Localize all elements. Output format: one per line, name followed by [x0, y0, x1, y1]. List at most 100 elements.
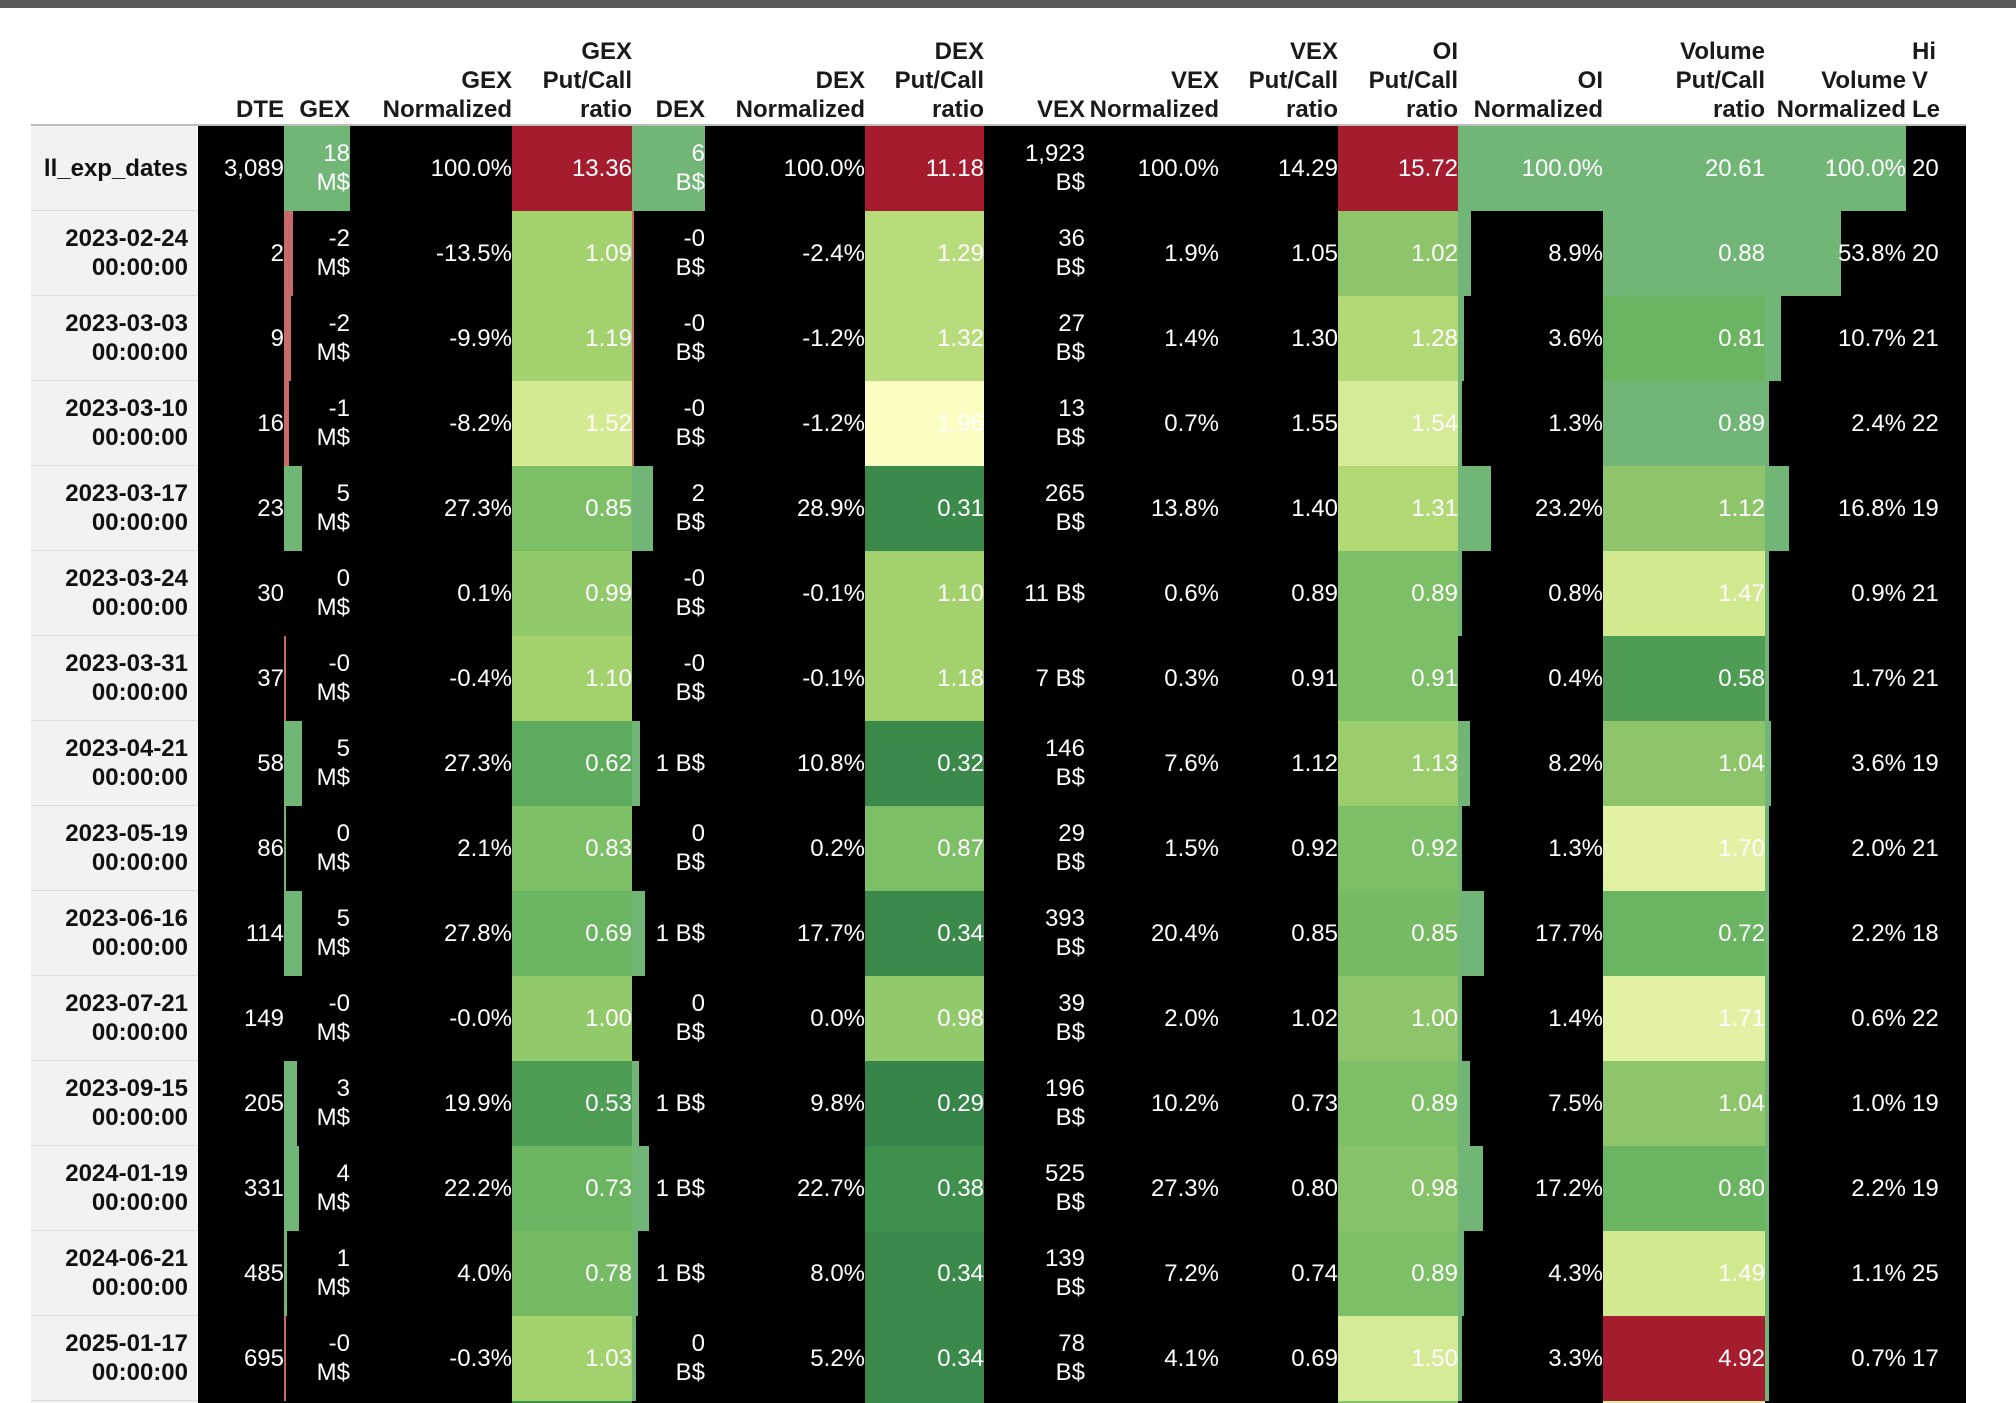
- volume-normalized-bar: [1765, 1060, 1770, 1146]
- oi-normalized-bar: [1458, 1230, 1464, 1316]
- table-row: 2023-06-16 00:00:00 114 5 M$ 27.8% 0.69 1 B$ 1…: [31, 890, 1966, 976]
- oi-normalized-value: 7.5%: [1548, 1089, 1603, 1117]
- cell-oi-normalized: 3.3%: [1458, 1315, 1603, 1401]
- gex-bar: [284, 890, 303, 976]
- cell-dex-normalized: 9.8%: [705, 1060, 865, 1146]
- dex-bar: [632, 465, 654, 551]
- column-header-gex-normalized[interactable]: GEX Normalized: [350, 8, 512, 126]
- column-header-volume-put-call-ratio[interactable]: Volume Put/Call ratio: [1603, 8, 1765, 126]
- dex-bar: [632, 890, 646, 976]
- dex-bar: [632, 1315, 636, 1401]
- oi-normalized-value: 23.2%: [1534, 494, 1603, 522]
- cell-volume-put-call-ratio: 0.89: [1603, 380, 1765, 466]
- cell-gex-normalized: 4.0%: [350, 1230, 512, 1316]
- column-header-oi-put-call-ratio[interactable]: OI Put/Call ratio: [1338, 8, 1458, 126]
- column-header-hi-v-le[interactable]: Hi V Le: [1906, 8, 1966, 126]
- gex-value: 0 M$: [316, 820, 350, 876]
- cell-vex-put-call-ratio: 1.55: [1219, 380, 1338, 466]
- oi-normalized-bar: [1458, 550, 1463, 636]
- cell-volume-normalized: 10.7%: [1765, 295, 1906, 381]
- cell-volume-normalized: 0.7%: [1765, 1315, 1906, 1401]
- cell-gex-normalized: -8.2%: [350, 380, 512, 466]
- volume-normalized-value: 1.1%: [1851, 1259, 1906, 1287]
- gex-bar: [284, 1315, 286, 1401]
- cell-gex: 3 M$: [284, 1060, 350, 1146]
- cell-vex: 27 B$: [984, 295, 1085, 381]
- cell-dex-put-call-ratio: 0.31: [865, 465, 984, 551]
- table-row: 2023-03-10 00:00:00 16 -1 M$ -8.2% 1.52 -0 B$…: [31, 380, 1966, 466]
- volume-normalized-bar: [1765, 465, 1789, 551]
- cell-volume-put-call-ratio: 4.92: [1603, 1315, 1765, 1401]
- gex-value: 18 M$: [316, 140, 350, 197]
- column-header-dex[interactable]: DEX: [632, 8, 705, 126]
- cell-dex-put-call-ratio: 0.87: [865, 805, 984, 891]
- cell-dex-put-call-ratio: 1.10: [865, 550, 984, 636]
- cell-gex-put-call-ratio: 0.62: [512, 720, 632, 806]
- cell-oi-put-call-ratio: 1.31: [1338, 465, 1458, 551]
- cell-vex-normalized: 0.3%: [1085, 635, 1219, 721]
- table-row: [31, 1400, 1966, 1403]
- column-header-volume-normalized[interactable]: Volume Normalized: [1765, 8, 1906, 126]
- cell-gex: 18 M$: [284, 125, 350, 211]
- dex-bar: [632, 1145, 649, 1231]
- cell-dex: 1 B$: [632, 1060, 705, 1146]
- column-header-oi-normalized[interactable]: OI Normalized: [1458, 8, 1603, 126]
- volume-normalized-bar: [1765, 975, 1770, 1061]
- cell-dte: 2: [198, 210, 284, 296]
- table-row: 2023-03-17 00:00:00 23 5 M$ 27.3% 0.85 2 B$ 28…: [31, 465, 1966, 551]
- cell-vex-put-call-ratio: 0.89: [1219, 550, 1338, 636]
- cell-vex: 7 B$: [984, 635, 1085, 721]
- column-header-vex[interactable]: VEX: [984, 8, 1085, 126]
- cell-vex-normalized: 0.6%: [1085, 550, 1219, 636]
- oi-normalized-value: 100.0%: [1521, 154, 1603, 182]
- cell-volume-put-call-ratio: 20.61: [1603, 125, 1765, 211]
- cell-vex: 29 B$: [984, 805, 1085, 891]
- oi-normalized-value: 17.7%: [1534, 919, 1603, 947]
- table-row: 2025-01-17 00:00:00 695 -0 M$ -0.3% 1.03 0 B$…: [31, 1315, 1966, 1401]
- cell-oi-put-call-ratio: 1.54: [1338, 380, 1458, 466]
- cell-volume-normalized: 100.0%: [1765, 125, 1906, 211]
- volume-normalized-bar: [1765, 126, 1906, 211]
- cell-dte: [198, 1400, 284, 1403]
- table-viewport[interactable]: DTE GEX GEX Normalized GEX Put/Call rati…: [0, 8, 1972, 1403]
- cell-dte: 23: [198, 465, 284, 551]
- cell-volume-normalized: [1765, 1400, 1906, 1403]
- row-index-label: 2024-01-19 00:00:00: [31, 1145, 198, 1231]
- cell-oi-normalized: 1.3%: [1458, 805, 1603, 891]
- cell-gex: -0 M$: [284, 1315, 350, 1401]
- column-header-dex-normalized[interactable]: DEX Normalized: [705, 8, 865, 126]
- cell-vex-put-call-ratio: 1.12: [1219, 720, 1338, 806]
- row-index-label: 2023-07-21 00:00:00: [31, 975, 198, 1061]
- column-header-gex-put-call-ratio[interactable]: GEX Put/Call ratio: [512, 8, 632, 126]
- gex-bar: [284, 635, 286, 721]
- dex-value: 1 B$: [655, 1089, 705, 1117]
- cell-gex-put-call-ratio: 1.19: [512, 295, 632, 381]
- volume-normalized-value: 0.9%: [1851, 579, 1906, 607]
- cell-dex-put-call-ratio: 11.18: [865, 125, 984, 211]
- column-header-dte[interactable]: DTE: [198, 8, 284, 126]
- column-header-gex[interactable]: GEX: [284, 8, 350, 126]
- cell-vex-normalized: 1.4%: [1085, 295, 1219, 381]
- cell-dte: 485: [198, 1230, 284, 1316]
- cell-oi-normalized: 8.9%: [1458, 210, 1603, 296]
- cell-dex-put-call-ratio: 1.96: [865, 380, 984, 466]
- column-header-vex-normalized[interactable]: VEX Normalized: [1085, 8, 1219, 126]
- oi-normalized-value: 4.3%: [1548, 1259, 1603, 1287]
- cell-vex-normalized: 2.0%: [1085, 975, 1219, 1061]
- cell-dex-put-call-ratio: 0.32: [865, 720, 984, 806]
- header-row: DTE GEX GEX Normalized GEX Put/Call rati…: [31, 8, 1966, 126]
- dex-bar: [632, 210, 635, 296]
- oi-normalized-value: 3.6%: [1548, 324, 1603, 352]
- column-header-vex-put-call-ratio[interactable]: VEX Put/Call ratio: [1219, 8, 1338, 126]
- cell-dex-put-call-ratio: 0.29: [865, 1060, 984, 1146]
- cell-dte: 30: [198, 550, 284, 636]
- volume-normalized-value: 1.7%: [1851, 664, 1906, 692]
- cell-vex: 36 B$: [984, 210, 1085, 296]
- cell-volume-normalized: 0.6%: [1765, 975, 1906, 1061]
- cell-gex: 0 M$: [284, 805, 350, 891]
- column-header-dex-put-call-ratio[interactable]: DEX Put/Call ratio: [865, 8, 984, 126]
- oi-normalized-bar: [1458, 975, 1463, 1061]
- cell-gex: [284, 1400, 350, 1403]
- table-row: 2023-03-24 00:00:00 30 0 M$ 0.1% 0.99 -0 B$ -0…: [31, 550, 1966, 636]
- oi-normalized-bar: [1458, 1315, 1463, 1401]
